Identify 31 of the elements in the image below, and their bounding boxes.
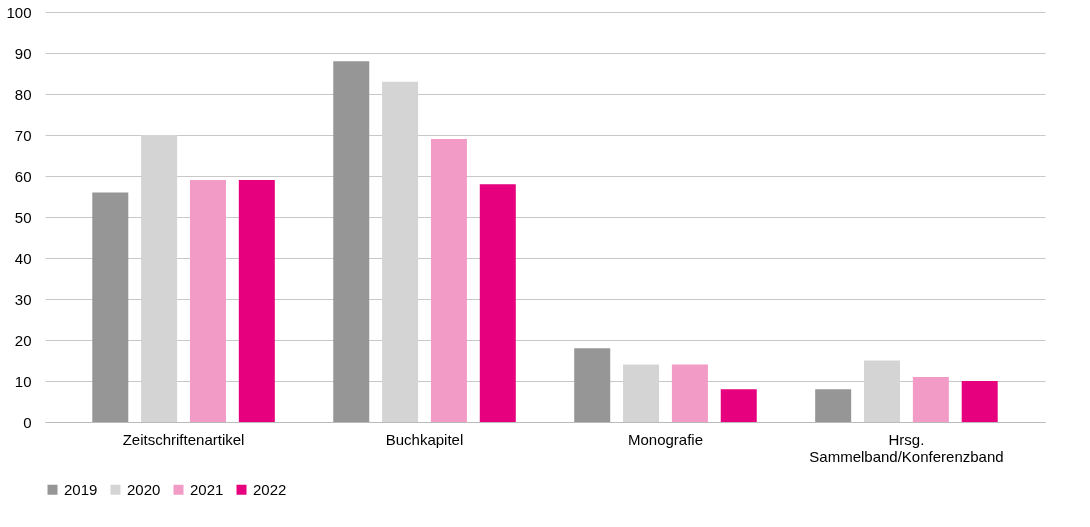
y-tick-label: 80	[14, 85, 32, 103]
x-tick-label: Monografie	[627, 430, 704, 448]
bar	[333, 61, 370, 422]
y-tick-label: 70	[14, 126, 32, 144]
bar	[479, 184, 516, 422]
bar	[961, 381, 998, 422]
bar	[671, 364, 708, 422]
y-tick-label: 20	[14, 331, 32, 349]
bar	[430, 139, 467, 422]
bar	[912, 376, 949, 422]
legend-label: 2021	[190, 480, 224, 498]
y-tick-label: 40	[14, 249, 32, 267]
x-tick-label: Buchkapitel	[385, 430, 464, 448]
bar	[92, 192, 129, 422]
x-tick-label: Hrsg. Sammelband/Konferenzband	[809, 430, 1004, 465]
y-tick-label: 90	[14, 44, 32, 62]
y-tick-label: 30	[14, 290, 32, 308]
y-tick-label: 0	[23, 413, 32, 431]
bar	[574, 348, 611, 422]
y-tick-label: 50	[14, 208, 32, 226]
bar	[815, 389, 852, 422]
bar	[720, 389, 757, 422]
x-tick-label: Zeitschriftenartikel	[122, 430, 245, 448]
bar	[238, 180, 275, 422]
legend-label: 2022	[253, 480, 287, 498]
y-tick-label: 10	[14, 372, 32, 390]
bar	[189, 180, 226, 422]
y-tick-label: 60	[14, 167, 32, 185]
y-tick-label: 100	[6, 3, 32, 21]
legend-label: 2019	[64, 480, 98, 498]
legend-label: 2020	[127, 480, 161, 498]
